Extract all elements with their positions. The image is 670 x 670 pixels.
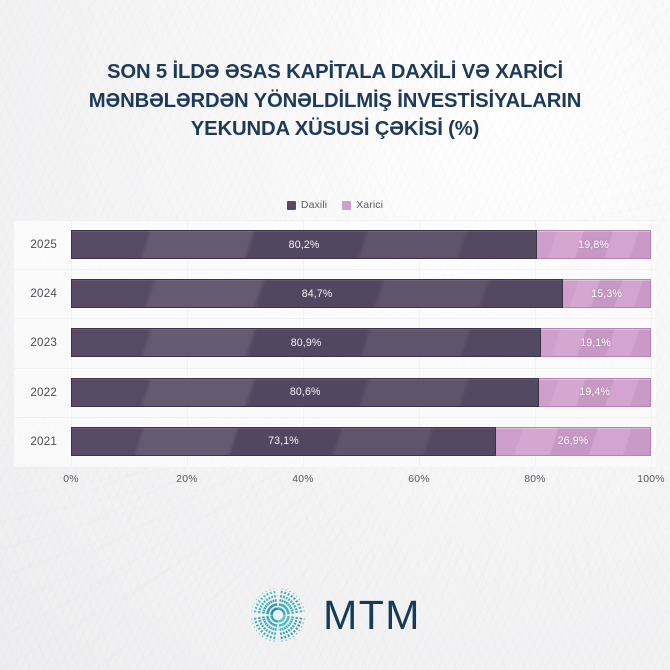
bar-row[interactable]: 2024 84,7% 15,3% <box>0 269 670 320</box>
bar-segment-daxili[interactable]: 80,2% <box>71 230 537 260</box>
bar-value-daxili: 80,9% <box>290 336 322 349</box>
x-axis-tick: 80% <box>524 474 546 485</box>
bar-segment-daxili[interactable]: 80,9% <box>71 328 541 358</box>
brand-logo: MTM <box>0 586 670 644</box>
bar-row[interactable]: 2022 80,6% 19,4% <box>0 367 670 418</box>
bar-row[interactable]: 2021 73,1% 26,9% <box>0 416 670 467</box>
chart-legend: Daxili Xarici <box>0 199 670 211</box>
bar-segment-daxili[interactable]: 73,1% <box>71 426 495 456</box>
x-axis-tick: 60% <box>408 474 430 485</box>
bar-segment-xarici[interactable]: 19,8% <box>537 230 651 260</box>
gridline <box>651 220 652 466</box>
year-label: 2023 <box>30 336 57 350</box>
bar-value-xarici: 19,1% <box>580 336 611 349</box>
x-axis: 0% 20% 40% 60% 80% 100% <box>63 474 664 490</box>
bar-row[interactable]: 2023 80,9% 19,1% <box>0 318 670 369</box>
chart-title: SON 5 İLDƏ ƏSAS KAPİTALA DAXİLİ VƏ XARİC… <box>88 61 582 140</box>
legend-label: Daxili <box>300 199 328 211</box>
bar-segment-xarici[interactable]: 19,4% <box>539 377 651 407</box>
year-label: 2024 <box>30 287 57 301</box>
year-label: 2025 <box>30 238 57 252</box>
bar-segment-xarici[interactable]: 26,9% <box>495 426 651 456</box>
bar-value-xarici: 15,3% <box>591 287 623 300</box>
bar-segment-xarici[interactable]: 19,1% <box>541 328 651 358</box>
legend-swatch-daxili <box>286 200 296 210</box>
stacked-bar: 80,6% 19,4% <box>71 377 651 407</box>
stacked-bar: 80,9% 19,1% <box>71 328 651 358</box>
bar-value-daxili: 80,2% <box>288 238 320 251</box>
legend-item-xarici[interactable]: Xarici <box>342 199 383 211</box>
legend-swatch-xarici <box>342 200 352 210</box>
legend-label: Xarici <box>356 199 384 211</box>
bar-value-xarici: 19,4% <box>579 386 611 399</box>
stacked-bar: 84,7% 15,3% <box>71 279 651 309</box>
segment-divider <box>562 279 564 309</box>
bar-segment-daxili[interactable]: 80,6% <box>71 377 539 407</box>
stacked-bar: 80,2% 19,8% <box>71 230 651 260</box>
x-axis-tick: 0% <box>63 474 79 485</box>
year-label: 2021 <box>30 434 57 448</box>
bar-row[interactable]: 2025 80,2% 19,8% <box>0 220 670 271</box>
mtm-starburst-icon <box>249 586 307 644</box>
x-axis-tick: 100% <box>637 474 665 485</box>
bar-rows: 2025 80,2% 19,8% 2024 84,7% 15,3% 2023 80,9% 19,… <box>0 220 670 467</box>
segment-divider <box>540 328 542 358</box>
bar-value-xarici: 19,8% <box>578 238 609 251</box>
segment-divider <box>538 377 540 407</box>
bar-value-daxili: 73,1% <box>268 435 299 448</box>
segment-divider <box>536 230 538 260</box>
x-axis-tick: 20% <box>176 474 198 485</box>
bar-value-xarici: 26,9% <box>557 435 589 448</box>
bar-segment-xarici[interactable]: 15,3% <box>563 279 651 309</box>
bar-value-daxili: 84,7% <box>301 287 333 300</box>
stacked-bar: 73,1% 26,9% <box>71 426 651 456</box>
logo-wordmark: MTM <box>323 591 421 638</box>
x-axis-tick: 40% <box>292 474 314 485</box>
bar-value-daxili: 80,6% <box>289 386 321 399</box>
legend-item-daxili[interactable]: Daxili <box>286 199 328 211</box>
year-label: 2022 <box>30 385 57 399</box>
bar-segment-daxili[interactable]: 84,7% <box>71 279 563 309</box>
segment-divider <box>494 426 496 456</box>
